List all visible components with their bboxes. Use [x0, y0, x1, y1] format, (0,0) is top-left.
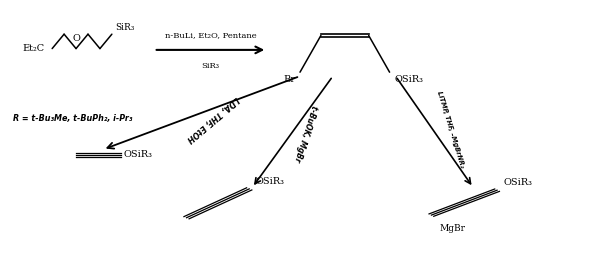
Text: O: O: [72, 34, 80, 43]
Text: t-BuOK, MgBr: t-BuOK, MgBr: [292, 104, 319, 163]
Text: OSiR₃: OSiR₃: [503, 178, 532, 187]
Text: LiTMP, THF, –MgBrNR₂: LiTMP, THF, –MgBrNR₂: [436, 91, 465, 169]
Text: OSiR₃: OSiR₃: [394, 75, 424, 84]
Text: R = t-Bu₃Me, t-BuPh₂, i-Pr₃: R = t-Bu₃Me, t-BuPh₂, i-Pr₃: [13, 114, 133, 123]
Text: n-BuLi, Et₂O, Pentane: n-BuLi, Et₂O, Pentane: [164, 32, 256, 39]
Text: SiR₃: SiR₃: [115, 23, 134, 32]
Text: Br: Br: [283, 75, 295, 84]
Text: MgBr: MgBr: [439, 224, 465, 233]
Text: Et₂C: Et₂C: [22, 44, 44, 53]
Text: OSiR₃: OSiR₃: [255, 177, 284, 186]
Text: LDA, THF, EtOH: LDA, THF, EtOH: [184, 94, 240, 143]
Text: OSiR₃: OSiR₃: [124, 149, 153, 158]
Text: SiR₃: SiR₃: [202, 62, 220, 70]
